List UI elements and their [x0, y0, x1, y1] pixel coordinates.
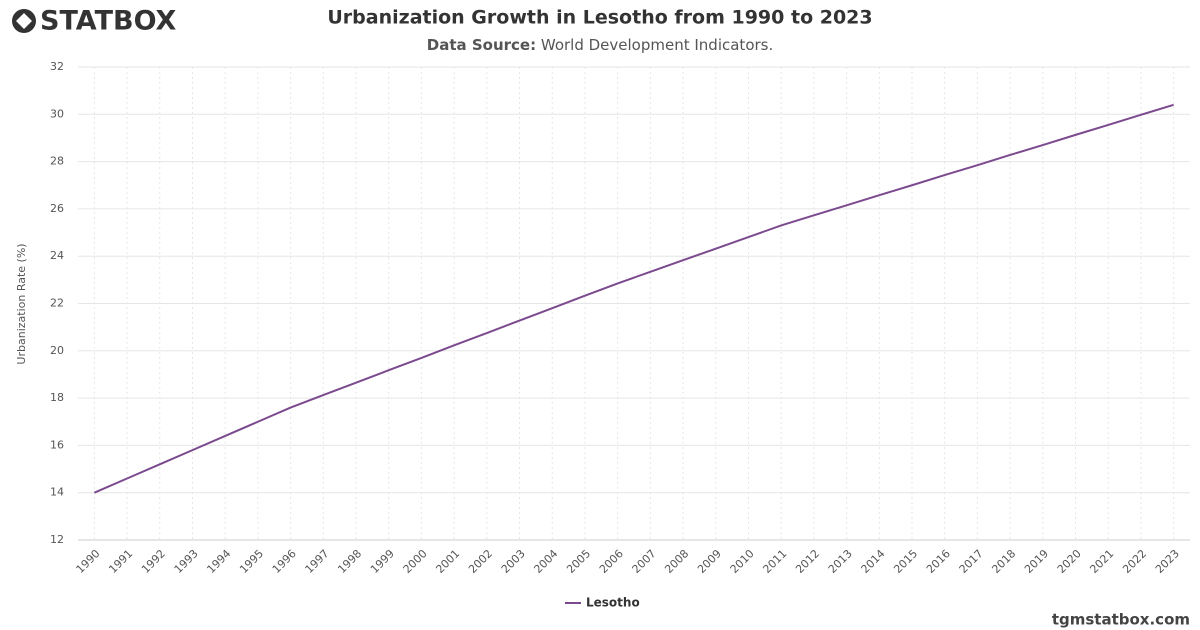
y-tick-label: 26 [50, 202, 64, 215]
subtitle-line: Data Source: World Development Indicator… [427, 36, 774, 54]
x-tick-label: 1995 [237, 547, 266, 576]
x-tick-label: 2013 [826, 547, 855, 576]
x-tick-label: 1993 [172, 547, 201, 576]
x-tick-label: 2023 [1153, 547, 1182, 576]
x-tick-label: 2018 [989, 547, 1018, 576]
y-tick-label: 24 [50, 249, 64, 262]
x-tick-label: 2008 [662, 547, 691, 576]
subtitle: World Development Indicators. [541, 36, 773, 54]
x-tick-label: 2001 [433, 547, 462, 576]
x-tick-label: 2006 [597, 547, 626, 576]
x-tick-label: 1990 [74, 547, 103, 576]
y-tick-label: 32 [50, 60, 64, 73]
y-tick-label: 18 [50, 391, 64, 404]
x-tick-label: 1992 [139, 547, 168, 576]
x-tick-label: 2021 [1087, 547, 1116, 576]
x-tick-label: 2004 [531, 547, 560, 576]
brand: STATBOX [40, 6, 177, 37]
y-tick-label: 30 [50, 107, 64, 120]
y-tick-label: 28 [50, 155, 64, 168]
x-tick-label: 2009 [695, 547, 724, 576]
x-tick-label: 1997 [303, 547, 332, 576]
x-tick-label: 2022 [1120, 547, 1149, 576]
x-tick-label: 2016 [924, 547, 953, 576]
y-axis-label: Urbanization Rate (%) [15, 243, 28, 364]
y-tick-label: 20 [50, 344, 64, 357]
subtitle-label: Data Source: [427, 36, 536, 54]
logo-icon-inner [16, 13, 32, 29]
x-tick-label: 1996 [270, 547, 299, 576]
legend-label: Lesotho [586, 596, 640, 610]
x-tick-label: 2003 [499, 547, 528, 576]
y-tick-label: 16 [50, 438, 64, 451]
y-tick-label: 12 [50, 533, 64, 546]
x-tick-label: 2020 [1055, 547, 1084, 576]
x-tick-label: 2011 [760, 547, 789, 576]
x-tick-label: 1991 [106, 547, 135, 576]
line [93, 103, 1174, 494]
x-tick-label: 2010 [728, 547, 757, 576]
footer: tgmstatbox.com [1052, 611, 1190, 629]
x-tick-label: 2015 [891, 547, 920, 576]
x-tick-label: 2000 [401, 547, 430, 576]
logo: STATBOX [12, 6, 177, 37]
x-tick-label: 1994 [204, 547, 233, 576]
x-tick-label: 2017 [957, 547, 986, 576]
x-tick-label: 2012 [793, 547, 822, 576]
y-tick-label: 14 [50, 486, 64, 499]
x-tick-label: 2005 [564, 547, 593, 576]
x-tick-label: 2007 [630, 547, 659, 576]
x-tick-label: 2014 [859, 547, 888, 576]
y-tick-label: 22 [50, 297, 64, 310]
chart-title: Urbanization Growth in Lesotho from 1990… [327, 7, 872, 29]
x-tick-label: 2002 [466, 547, 495, 576]
x-tick-label: 1998 [335, 547, 364, 576]
x-tick-label: 1999 [368, 547, 397, 576]
x-tick-label: 2019 [1022, 547, 1051, 576]
